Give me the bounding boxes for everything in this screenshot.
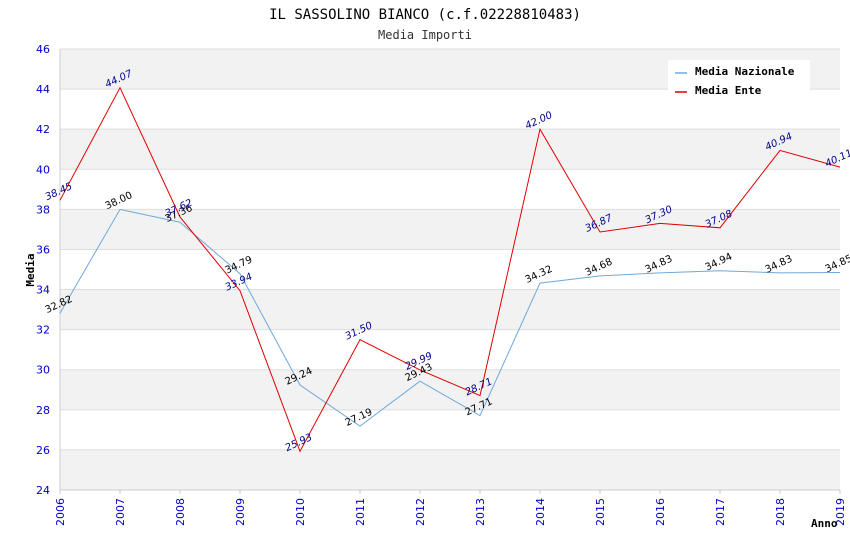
data-label-media-ente: 42.00 <box>524 110 555 132</box>
legend-box <box>668 60 810 101</box>
axes <box>59 49 841 494</box>
x-axis-label: Anno <box>811 517 838 530</box>
y-tick-label: 28 <box>36 404 50 417</box>
grid-band <box>60 449 840 490</box>
chart-subtitle: Media Importi <box>378 28 472 42</box>
y-tick-label: 44 <box>36 83 50 96</box>
x-tick-label: 2018 <box>774 498 787 526</box>
data-label-media-nazionale: 38.00 <box>104 190 135 212</box>
y-tick-labels: 24 26 28 30 32 34 36 38 40 42 44 46 <box>36 43 50 497</box>
y-tick-label: 46 <box>36 43 50 56</box>
y-tick-label: 32 <box>36 324 50 337</box>
x-tick-label: 2013 <box>474 498 487 526</box>
grid-bands <box>60 49 840 490</box>
x-tick-label: 2019 <box>834 498 847 526</box>
x-tick-label: 2010 <box>294 498 307 526</box>
x-tick-label: 2012 <box>414 498 427 526</box>
chart-title: IL SASSOLINO BIANCO (c.f.02228810483) <box>269 7 581 23</box>
x-tick-label: 2016 <box>654 498 667 526</box>
y-tick-label: 42 <box>36 123 50 136</box>
legend: Media Nazionale Media Ente <box>668 60 810 101</box>
y-tick-label: 40 <box>36 163 50 176</box>
x-tick-label: 2011 <box>354 498 367 526</box>
gridlines <box>60 48 840 491</box>
series-line-media-nazionale <box>59 208 841 427</box>
x-tick-labels: 2006 2007 2008 2009 2010 2011 2012 2013 2014 2015… <box>54 498 847 526</box>
grid-band <box>60 369 840 410</box>
data-label-media-ente: 38.45 <box>44 181 75 203</box>
x-tick-label: 2009 <box>234 498 247 526</box>
y-tick-label: 36 <box>36 243 50 256</box>
legend-label-media-ente: Media Ente <box>695 84 762 97</box>
data-label-media-nazionale: 34.85 <box>824 253 850 275</box>
data-label-media-nazionale: 34.94 <box>704 251 735 273</box>
grid-band <box>60 289 840 330</box>
y-tick-label: 38 <box>36 203 50 216</box>
legend-label-media-nazionale: Media Nazionale <box>695 65 795 78</box>
series-line-media-ente <box>59 86 841 453</box>
y-tick-label: 24 <box>36 484 50 497</box>
y-tick-label: 34 <box>36 284 50 297</box>
series-lines <box>59 86 841 453</box>
x-tick-label: 2008 <box>174 498 187 526</box>
x-tick-label: 2007 <box>114 498 127 526</box>
y-tick-label: 30 <box>36 364 50 377</box>
y-tick-label: 26 <box>36 444 50 457</box>
x-tick-label: 2017 <box>714 498 727 526</box>
x-tick-label: 2014 <box>534 498 547 526</box>
x-tick-label: 2006 <box>54 498 67 526</box>
grid-band <box>60 129 840 170</box>
y-axis-label: Media <box>24 253 37 286</box>
data-label-media-nazionale: 34.32 <box>524 264 555 286</box>
x-tick-label: 2015 <box>594 498 607 526</box>
